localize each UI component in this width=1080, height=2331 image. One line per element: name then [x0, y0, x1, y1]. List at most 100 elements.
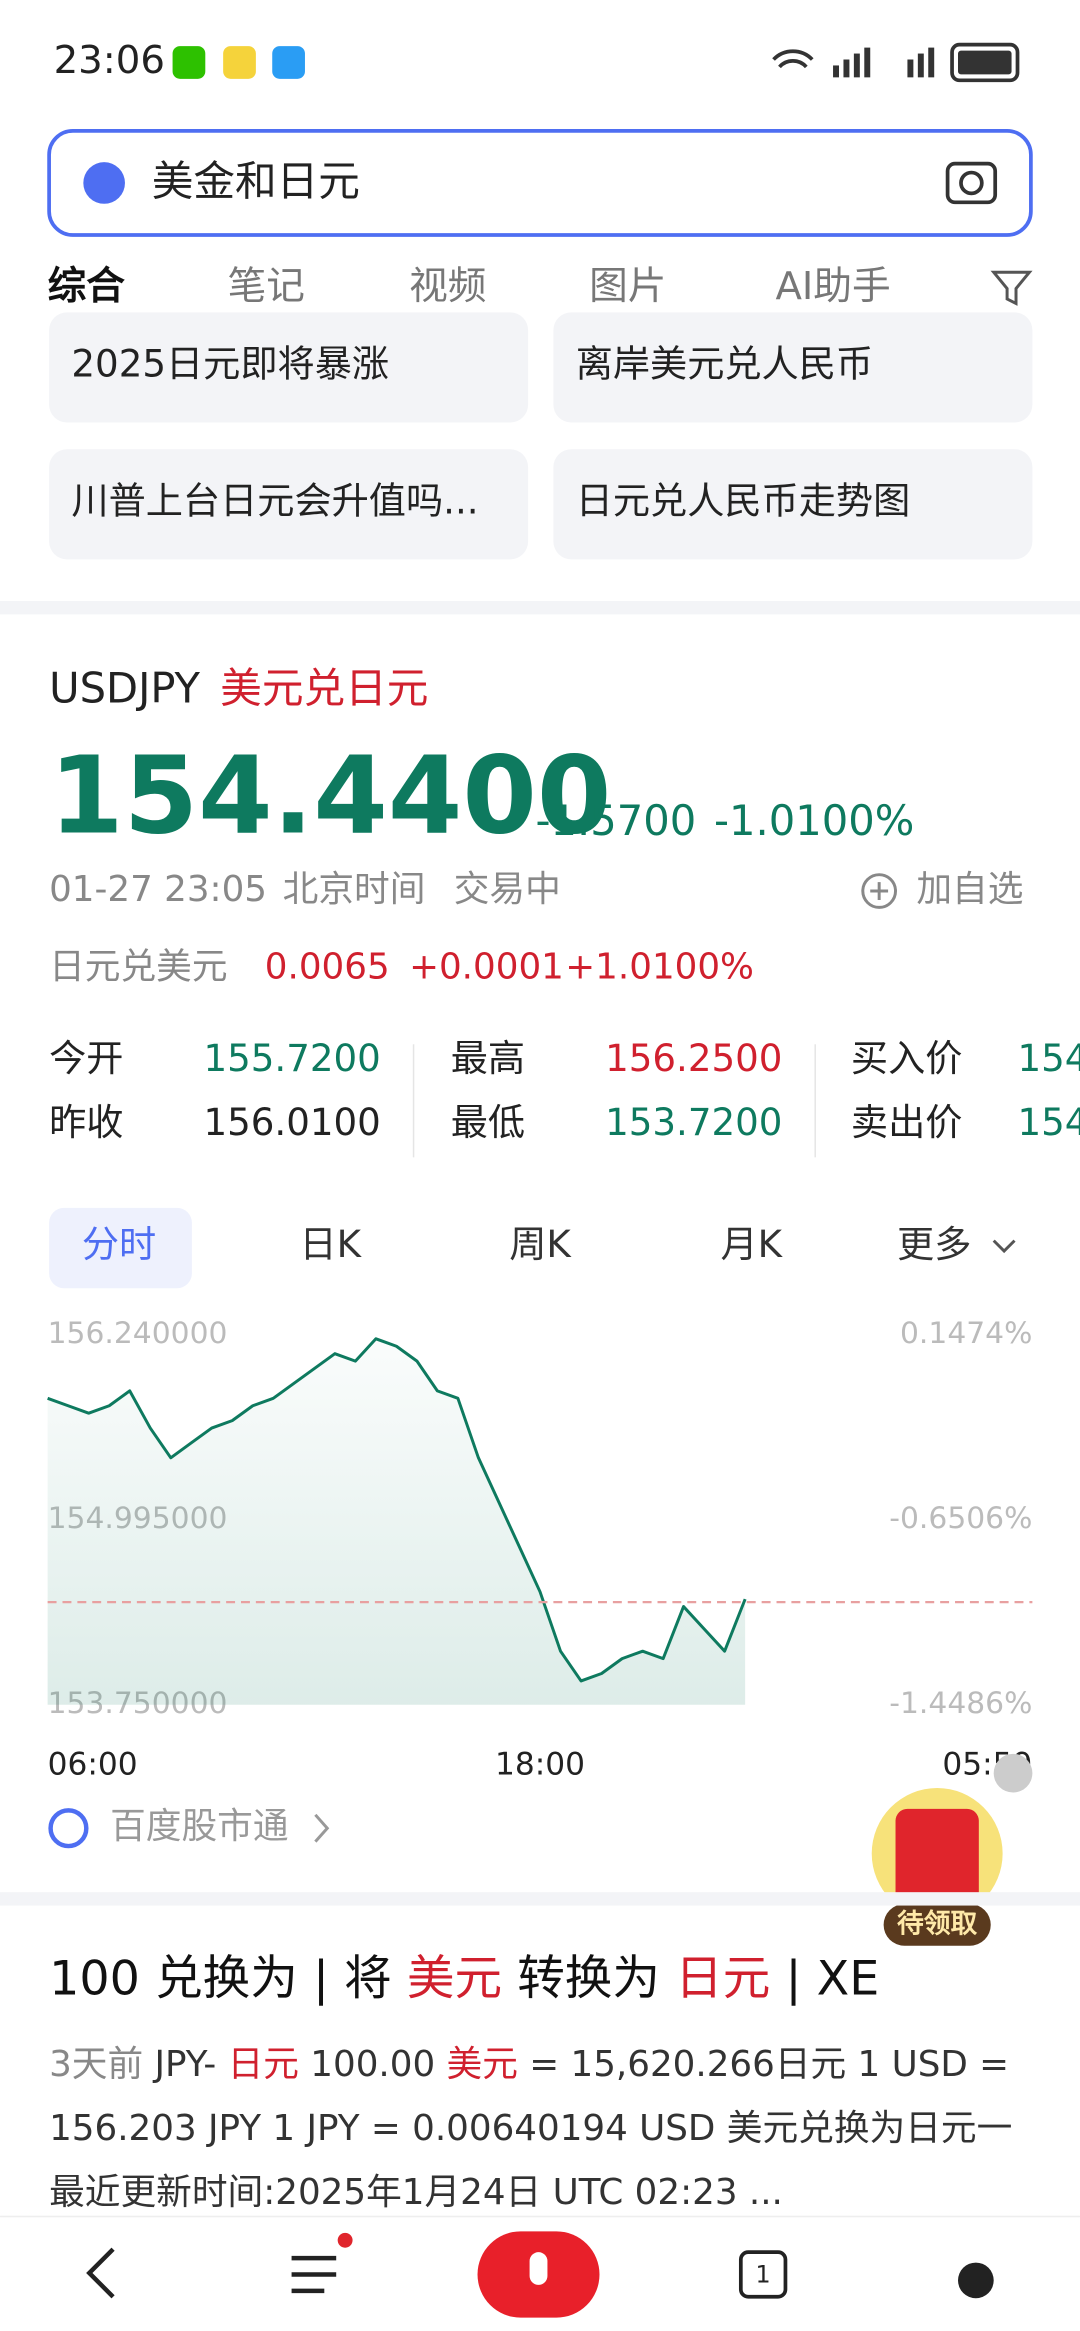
clock: 23:06	[54, 38, 165, 83]
snippet-line: 最近更新时间:2025年1月24日 UTC 02:23 ...	[49, 2172, 783, 2213]
stat-label: 最高	[451, 1036, 525, 1080]
home-button[interactable]	[958, 2262, 994, 2299]
chart-tab[interactable]: 分时	[82, 1222, 156, 1266]
tab[interactable]: 视频	[409, 264, 486, 309]
stat-label: 买入价	[851, 1036, 963, 1080]
stat-value: 155.7200	[203, 1036, 380, 1080]
related-card[interactable]	[49, 449, 529, 560]
line	[47, 1337, 747, 1683]
tab[interactable]: 图片	[589, 264, 666, 309]
add-icon[interactable]	[861, 873, 898, 909]
tab[interactable]: 综合	[48, 264, 126, 309]
stat-value: 156.2500	[605, 1036, 782, 1080]
back-button[interactable]	[86, 2247, 115, 2299]
divider	[0, 600, 1080, 615]
snippet-part: JPY-	[143, 2044, 227, 2085]
tab[interactable]: AI助手	[775, 264, 890, 309]
badge-bg	[883, 1904, 991, 1946]
snippet-line: 3天前 JPY- 日元 100.00 美元 = 15,620.266日元 1 U…	[49, 2044, 1009, 2085]
snippet-part: 美元	[447, 2044, 518, 2085]
inverse-name: 日元兑美元	[49, 946, 227, 987]
area	[47, 1338, 746, 1705]
add-plus	[870, 882, 889, 900]
stat-label: 最低	[451, 1100, 525, 1144]
y2-tick-label: -0.6506%	[889, 1501, 1032, 1536]
stat-value: 154	[1018, 1036, 1080, 1080]
snippet-line: 156.203 JPY 1 JPY = 0.00640194 USD 美元兑换为…	[49, 2108, 1012, 2149]
stat-label: 昨收	[49, 1100, 123, 1144]
title-part[interactable]: 转换为	[502, 1951, 675, 2006]
mic	[529, 2252, 548, 2285]
chart-tab[interactable]: 月K	[720, 1222, 783, 1266]
baidu-logo	[83, 162, 125, 204]
tab[interactable]: 笔记	[228, 264, 305, 309]
related-text[interactable]: 离岸美元兑人民币	[576, 341, 873, 385]
trading-status: 交易中	[454, 869, 561, 910]
status-icons	[772, 42, 1020, 83]
filter-icon[interactable]	[990, 270, 1033, 306]
related-card[interactable]	[553, 449, 1033, 560]
title-part[interactable]: 美元	[407, 1951, 502, 2006]
chart-tab[interactable]: 周K	[509, 1222, 572, 1266]
app-icon	[272, 46, 305, 79]
timezone: 北京时间	[283, 869, 426, 910]
tab-count: 1	[756, 2260, 771, 2288]
menu-button[interactable]	[291, 2255, 337, 2294]
title-part[interactable]: 100 兑换为 | 将	[49, 1951, 407, 2006]
snippet-part: 日元	[228, 2044, 299, 2085]
close-badge[interactable]	[993, 1753, 1033, 1793]
chart: 156.240000154.995000153.7500000.1474%-0.…	[47, 1316, 1033, 1783]
y2-tick-label: 0.1474%	[900, 1316, 1032, 1351]
y-tick-label: 156.240000	[48, 1316, 228, 1351]
stats: 今开 155.7200 最高 156.2500 买入价 154 昨收 156.0100 最低 15…	[49, 1036, 1080, 1144]
inverse-change: +0.0001	[409, 946, 564, 987]
x-tick-label: 06:00	[48, 1747, 138, 1783]
notification-dot	[337, 2232, 353, 2248]
change-pct: -1.0100%	[714, 796, 914, 845]
stat-label: 卖出价	[851, 1100, 963, 1144]
chevron	[992, 1239, 1016, 1254]
divider	[0, 1892, 1080, 1906]
related-text[interactable]: 川普上台日元会升值吗...	[71, 478, 478, 522]
source[interactable]: 百度股市通	[110, 1806, 288, 1847]
badge[interactable]: 待领取	[897, 1908, 978, 1939]
y2-tick-label: -1.4486%	[889, 1686, 1032, 1721]
snippet-part: = 15,620.266日元 1 USD =	[518, 2044, 1009, 2085]
app-icon	[223, 46, 256, 79]
quote-time: 01-27 23:05	[49, 869, 267, 910]
stat-value: 154	[1018, 1100, 1080, 1144]
related-card[interactable]	[49, 312, 529, 423]
camera-icon[interactable]	[945, 161, 998, 205]
chart-tab[interactable]: 更多	[897, 1222, 971, 1266]
chart-tab[interactable]: 日K	[299, 1222, 362, 1266]
chevron	[314, 1813, 330, 1843]
search-query[interactable]: 美金和日元	[152, 156, 360, 205]
related-text[interactable]: 2025日元即将暴涨	[71, 341, 389, 385]
price: 154.4400	[49, 735, 611, 859]
camera-lens	[959, 170, 984, 196]
inverse-change-pct: +1.0100%	[565, 946, 754, 987]
snippet-part: 100.00	[299, 2044, 447, 2085]
related-text[interactable]: 日元兑人民币走势图	[576, 478, 911, 522]
search-box[interactable]	[47, 129, 1033, 237]
app-icon	[172, 46, 206, 79]
title-part[interactable]: 日元	[675, 1951, 770, 2006]
symbol-name: 美元兑日元	[220, 664, 428, 713]
add-watchlist[interactable]: 加自选	[916, 869, 1023, 910]
chart-tab-active[interactable]	[49, 1207, 192, 1289]
title-part[interactable]: | XE	[770, 1951, 879, 2006]
red-packet	[895, 1808, 979, 1905]
snippet-part: 3天前	[49, 2044, 143, 2085]
tabs-button[interactable]	[738, 2250, 788, 2299]
stat-label: 今开	[49, 1036, 123, 1080]
stat-value: 156.0100	[203, 1100, 380, 1144]
change: -1.5700	[536, 796, 697, 845]
inverse-price: 0.0065	[265, 946, 390, 987]
related-card[interactable]	[553, 312, 1033, 423]
symbol: USDJPY	[49, 664, 200, 713]
result-title[interactable]: 100 兑换为 | 将 美元 转换为 日元 | XE	[49, 1951, 879, 2006]
source-logo	[48, 1808, 89, 1849]
